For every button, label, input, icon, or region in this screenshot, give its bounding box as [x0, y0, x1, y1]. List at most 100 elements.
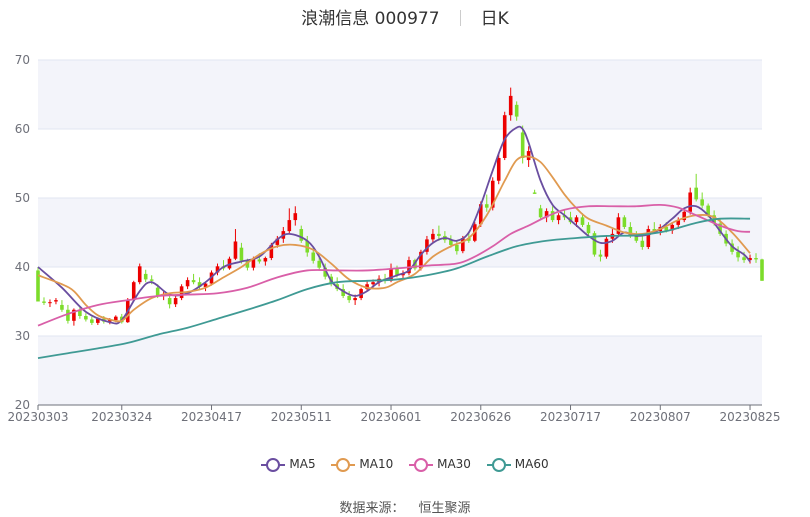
- legend-label-ma10: MA10: [359, 457, 394, 472]
- candle-body: [742, 257, 746, 261]
- source-label: 数据来源：: [339, 501, 405, 516]
- candle-body: [508, 95, 513, 116]
- candle-body: [736, 251, 740, 258]
- x-tick-label: 20230626: [450, 410, 511, 424]
- candle-body: [203, 283, 208, 288]
- candle-body: [700, 199, 704, 206]
- legend-item-ma60[interactable]: MA60: [486, 457, 549, 472]
- candle-body: [365, 284, 369, 290]
- source-name: 恒生聚源: [418, 501, 471, 516]
- legend-marker-ma5: [261, 457, 286, 472]
- y-tick-label: 70: [15, 53, 30, 67]
- candle-body: [60, 304, 64, 310]
- candle-body: [317, 260, 322, 268]
- legend-marker-ma10: [331, 457, 356, 472]
- candle-body: [173, 298, 178, 305]
- candle-body: [263, 258, 268, 262]
- candle-body: [251, 259, 256, 268]
- candle-body: [586, 224, 591, 234]
- candle-body: [113, 316, 118, 321]
- legend-item-ma10[interactable]: MA10: [331, 457, 393, 472]
- candle-body: [455, 244, 459, 252]
- legend-item-ma30[interactable]: MA30: [409, 457, 471, 472]
- candle-body: [108, 320, 112, 322]
- chart-title: 浪潮信息 000977: [301, 9, 440, 29]
- candle-body: [760, 259, 764, 281]
- candle-body: [96, 318, 100, 323]
- candle-body: [437, 233, 441, 236]
- candle-body: [431, 233, 435, 240]
- candle-body: [556, 215, 561, 221]
- candle-body: [257, 259, 262, 262]
- series-line-ma30: [37, 203, 751, 327]
- candle-body: [269, 244, 274, 259]
- y-tick-label: 40: [15, 260, 30, 274]
- y-tick-label: 50: [15, 191, 30, 205]
- candle-body: [616, 217, 621, 234]
- candle-body: [353, 298, 357, 301]
- candle-body: [592, 233, 597, 255]
- candle-body: [646, 229, 651, 247]
- candle-body: [227, 258, 232, 269]
- legend-marker-ma30: [409, 457, 434, 472]
- candle-body: [604, 238, 609, 257]
- candle-body: [467, 238, 471, 241]
- candle-body: [544, 211, 549, 218]
- candle-body: [311, 252, 316, 261]
- data-source: 数据来源： 恒生聚源: [0, 497, 810, 516]
- grid-band: [38, 60, 762, 129]
- candle-body: [155, 287, 160, 296]
- candle-body: [425, 239, 429, 252]
- candle-body: [628, 226, 633, 236]
- candle-body: [323, 267, 328, 277]
- candle-body: [371, 282, 375, 285]
- legend-item-ma5[interactable]: MA5: [261, 457, 316, 472]
- legend-marker-ma60: [486, 457, 511, 472]
- candle-body: [275, 238, 280, 245]
- y-tick-label: 60: [15, 122, 30, 136]
- candle-body: [239, 247, 244, 261]
- candle-body: [72, 309, 76, 321]
- candle-body: [640, 240, 645, 247]
- candle-body: [215, 266, 220, 273]
- candle-body: [664, 226, 669, 231]
- candle-body: [167, 298, 172, 305]
- series-line-ma10: [37, 155, 751, 323]
- candle-body: [449, 240, 453, 245]
- candle-body: [66, 309, 70, 321]
- x-tick-label: 20230717: [540, 410, 601, 424]
- candle-body: [502, 115, 507, 158]
- legend-label-ma60: MA60: [514, 457, 549, 472]
- candle-body: [748, 258, 752, 261]
- x-tick-label: 20230601: [360, 410, 421, 424]
- x-tick-label: 20230417: [181, 410, 242, 424]
- chart-legend: MA5 MA10 MA30 MA60: [0, 457, 810, 472]
- x-tick-label: 20230511: [271, 410, 332, 424]
- candle-body: [419, 251, 423, 269]
- candle-body: [478, 204, 483, 225]
- candle-body: [580, 217, 585, 225]
- candle-body: [48, 302, 52, 304]
- candle-body: [299, 229, 304, 241]
- candle-body: [622, 217, 627, 227]
- candle-body: [574, 217, 579, 223]
- candle-body: [245, 260, 250, 268]
- candle-body: [670, 224, 675, 231]
- candle-body: [185, 280, 190, 287]
- candle-body: [395, 268, 399, 276]
- candle-body: [137, 266, 142, 283]
- x-tick-label: 20230825: [719, 410, 780, 424]
- candle-body: [341, 289, 345, 296]
- candle-body: [347, 295, 351, 301]
- candle-body: [754, 258, 758, 260]
- candle-body: [143, 273, 148, 280]
- title-separator: [459, 10, 461, 26]
- candle-body: [496, 157, 501, 181]
- candle-body: [191, 280, 196, 283]
- candle-body: [233, 241, 238, 259]
- candle-body: [287, 220, 292, 232]
- grid-band: [38, 198, 762, 267]
- candle-body: [149, 279, 154, 281]
- candle-body: [526, 151, 531, 161]
